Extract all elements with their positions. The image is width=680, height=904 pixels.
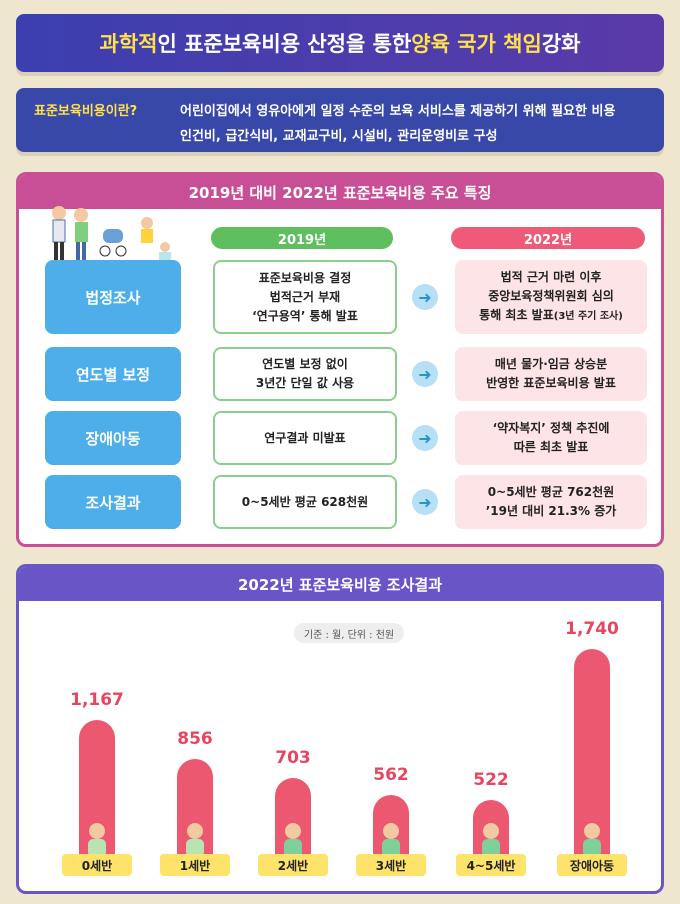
row-4-2019-cell: 0~5세반 평균 628천원	[213, 475, 397, 529]
child-figure-icon	[583, 823, 601, 857]
row-2-2022-line-1: 매년 물가·임금 상승분	[494, 357, 608, 371]
child-figure-icon	[88, 823, 106, 857]
row-4-2022-cell: 0~5세반 평균 762천원 ’19년 대비 21.3% 증가	[455, 475, 647, 529]
row-3-2019-line-1: 연구결과 미발표	[264, 430, 346, 445]
column-2019-label: 2019년	[211, 227, 393, 249]
child-figure-icon	[186, 823, 204, 857]
chart-unit-note: 기준 : 월, 단위 : 천원	[294, 623, 404, 643]
row-1-2019-line-2: 법적근거 부재	[269, 289, 341, 304]
title-text-2: 강화	[541, 32, 581, 56]
child-figure-icon	[284, 823, 302, 857]
category-label: 장애아동	[557, 854, 627, 876]
category-label: 1세반	[160, 854, 230, 876]
bar-value-label: 703	[275, 747, 311, 768]
row-3-2019-cell: 연구결과 미발표	[213, 411, 397, 465]
row-3-2022-cell: ‘약자복지’ 정책 추진에 따른 최초 발표	[455, 411, 647, 465]
row-2-2022-line-2: 반영한 표준보육비용 발표	[486, 376, 616, 390]
category-label: 0세반	[62, 854, 132, 876]
features-panel: 2019년 대비 2022년 표준보육비용 주요 특징 2019년 2022년 …	[16, 172, 664, 547]
family-illustration	[52, 206, 171, 262]
row-1-2019-cell: 표준보육비용 결정 법적근거 부재 ‘연구용역’ 통해 발표	[213, 260, 397, 334]
definition-line-2: 인건비, 급간식비, 교재교구비, 시설비, 관리운영비로 구성	[180, 129, 498, 144]
arrow-right-icon: ➜	[412, 489, 438, 515]
row-1-2019-line-1: 표준보육비용 결정	[258, 270, 352, 285]
category-label: 4~5세반	[456, 854, 526, 876]
column-2022-label: 2022년	[451, 227, 645, 249]
row-4-2022-line-2: ’19년 대비 21.3% 증가	[485, 504, 617, 518]
category-label: 3세반	[356, 854, 426, 876]
bar-value-label: 562	[373, 765, 409, 786]
child-figure-icon	[382, 823, 400, 857]
arrow-right-icon: ➜	[412, 284, 438, 310]
row-label-survey-results: 조사결과	[45, 475, 181, 529]
row-3-2022-line-1: ‘약자복지’ 정책 추진에	[492, 421, 610, 435]
row-label-disabled-children: 장애아동	[45, 411, 181, 465]
arrow-right-icon: ➜	[412, 361, 438, 387]
chart-title: 2022년 표준보육비용 조사결과	[19, 567, 661, 601]
definition-box: 표준보육비용이란? 어린이집에서 영유아에게 일정 수준의 보육 서비스를 제공…	[16, 88, 664, 152]
row-1-2022-line-2: 중앙보육정책위원회 심의	[488, 289, 614, 303]
row-label-annual-adjustment: 연도별 보정	[45, 347, 181, 401]
row-1-2022-line-3-wrap: 통해 최초 발표(3년 주기 조사)	[479, 306, 623, 326]
bar-value-label: 522	[473, 770, 509, 791]
row-1-2022-line-3: 통해 최초 발표	[479, 308, 554, 322]
row-4-2019-line-1: 0~5세반 평균 628천원	[241, 494, 369, 509]
definition-line-1: 어린이집에서 영유아에게 일정 수준의 보육 서비스를 제공하기 위해 필요한 …	[180, 104, 616, 119]
row-label-legal-survey: 법정조사	[45, 260, 181, 334]
row-1-2022-line-1: 법적 근거 마련 이후	[500, 270, 602, 284]
row-2-2019-line-1: 연도별 보정 없이	[262, 357, 348, 371]
category-label: 2세반	[258, 854, 328, 876]
features-header: 2019년 대비 2022년 표준보육비용 주요 특징	[19, 175, 661, 209]
chart-panel: 2022년 표준보육비용 조사결과 기준 : 월, 단위 : 천원 1,167 0…	[16, 564, 664, 894]
title-highlight-2: 양육 국가 책임	[411, 32, 542, 56]
definition-label: 표준보육비용이란?	[34, 104, 138, 119]
row-3-2022-line-2: 따른 최초 발표	[513, 440, 589, 454]
title-text-1: 인 표준보육비용 산정을 통한	[157, 32, 412, 56]
arrow-right-icon: ➜	[412, 425, 438, 451]
row-1-2022-note: (3년 주기 조사)	[553, 311, 623, 322]
bar-value-label: 1,740	[565, 619, 619, 639]
row-2-2022-cell: 매년 물가·임금 상승분 반영한 표준보육비용 발표	[455, 347, 647, 401]
bar-value-label: 856	[177, 728, 213, 749]
row-1-2019-line-3: ‘연구용역’ 통해 발표	[252, 308, 358, 323]
child-figure-icon	[482, 823, 500, 857]
row-2-2019-line-2: 3년간 단일 값 사용	[255, 376, 355, 390]
bar-value-label: 1,167	[70, 690, 124, 711]
row-1-2022-cell: 법적 근거 마련 이후 중앙보육정책위원회 심의 통해 최초 발표(3년 주기 …	[455, 260, 647, 334]
row-2-2019-cell: 연도별 보정 없이 3년간 단일 값 사용	[213, 347, 397, 401]
title-highlight-1: 과학적	[99, 32, 158, 56]
row-4-2022-line-1: 0~5세반 평균 762천원	[487, 485, 615, 499]
page-title: 과학적 인 표준보육비용 산정을 통한 양육 국가 책임 강화	[16, 14, 664, 72]
